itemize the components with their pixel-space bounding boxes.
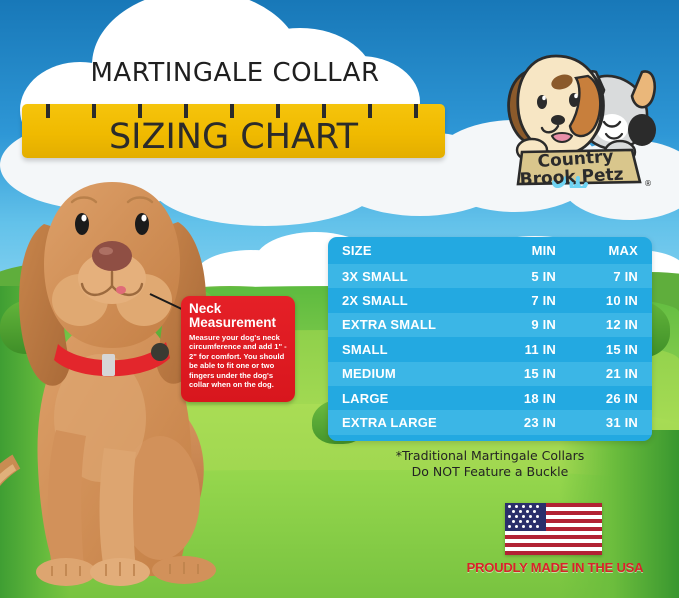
column-header-size: SIZE xyxy=(342,243,372,258)
ruler-tick-icon xyxy=(368,104,372,118)
callout-body: Measure your dog's neck circumference an… xyxy=(189,333,287,390)
cell-size: MEDIUM xyxy=(342,366,396,382)
logo-trademark: ® xyxy=(644,179,652,188)
callout-heading: Neck Measurement xyxy=(189,302,288,329)
cell-min: 18 IN xyxy=(523,390,556,406)
cell-max: 12 IN xyxy=(605,317,638,333)
ruler-banner xyxy=(22,104,445,158)
footnote-line-2: Do NOT Feature a Buckle xyxy=(411,464,569,479)
country-brook-petz-logo: Country Brook Petz ® xyxy=(507,54,656,188)
ruler-tick-icon xyxy=(230,104,234,118)
column-header-min: MIN xyxy=(531,243,556,258)
table-row: EXTRA SMALL 9 IN 12 IN xyxy=(328,312,652,338)
ruler-tick-icon xyxy=(92,104,96,118)
cell-max: 15 IN xyxy=(605,341,638,357)
cell-min: 9 IN xyxy=(531,317,556,333)
table-row: EXTRA LARGE 23 IN 31 IN xyxy=(328,410,652,435)
neck-measurement-callout: Neck Measurement Measure your dog's neck… xyxy=(181,296,295,402)
usa-flag-icon xyxy=(505,503,602,555)
ruler-tick-icon xyxy=(276,104,280,118)
page-title-main: SIZING CHART xyxy=(108,117,359,157)
cell-size: LARGE xyxy=(342,390,389,406)
cell-size: 2X SMALL xyxy=(342,293,408,309)
flag-canton xyxy=(505,503,546,531)
cell-size: EXTRA SMALL xyxy=(342,317,437,333)
table-row: 3X SMALL 5 IN 7 IN xyxy=(328,264,652,289)
cell-max: 21 IN xyxy=(605,366,638,382)
cell-min: 11 IN xyxy=(524,341,556,357)
cell-min: 15 IN xyxy=(523,366,556,382)
cell-min: 7 IN xyxy=(531,293,556,309)
cell-max: 26 IN xyxy=(605,390,638,406)
callout-heading-line2: Measurement xyxy=(189,314,277,330)
logo-line-2: Brook Petz xyxy=(519,165,624,188)
footnote: *Traditional Martingale Collars Do NOT F… xyxy=(330,448,650,480)
sizing-table: SIZE MIN MAX 3X SMALL 5 IN 7 IN 2X SMALL… xyxy=(328,237,652,441)
table-row: LARGE 18 IN 26 IN xyxy=(328,386,652,410)
table-row: 2X SMALL 7 IN 10 IN xyxy=(328,288,652,312)
cell-size: SMALL xyxy=(342,341,388,357)
dog-illustration xyxy=(19,182,216,586)
cell-size: EXTRA LARGE xyxy=(342,415,437,431)
column-header-max: MAX xyxy=(608,243,638,258)
cell-size: 3X SMALL xyxy=(342,268,408,284)
cell-min: 5 IN xyxy=(531,268,556,284)
cell-max: 7 IN xyxy=(613,268,638,284)
cell-min: 23 IN xyxy=(523,415,556,431)
table-header-row: SIZE MIN MAX xyxy=(328,237,652,264)
ruler-tick-icon xyxy=(184,104,188,118)
callout-heading-line1: Neck xyxy=(189,301,222,316)
page-title-top: MARTINGALE COLLAR xyxy=(90,58,380,88)
ruler-tick-icon xyxy=(138,104,142,118)
cell-max: 31 IN xyxy=(605,415,638,431)
cell-max: 10 IN xyxy=(605,293,638,309)
table-row: MEDIUM 15 IN 21 IN xyxy=(328,361,652,386)
footnote-line-1: *Traditional Martingale Collars xyxy=(395,448,585,463)
table-row: SMALL 11 IN 15 IN xyxy=(328,337,652,361)
ruler-tick-icon xyxy=(322,104,326,118)
made-in-usa-label: PROUDLY MADE IN THE USA xyxy=(466,560,644,575)
ruler-tick-icon xyxy=(46,104,50,118)
ruler-tick-icon xyxy=(414,104,418,118)
